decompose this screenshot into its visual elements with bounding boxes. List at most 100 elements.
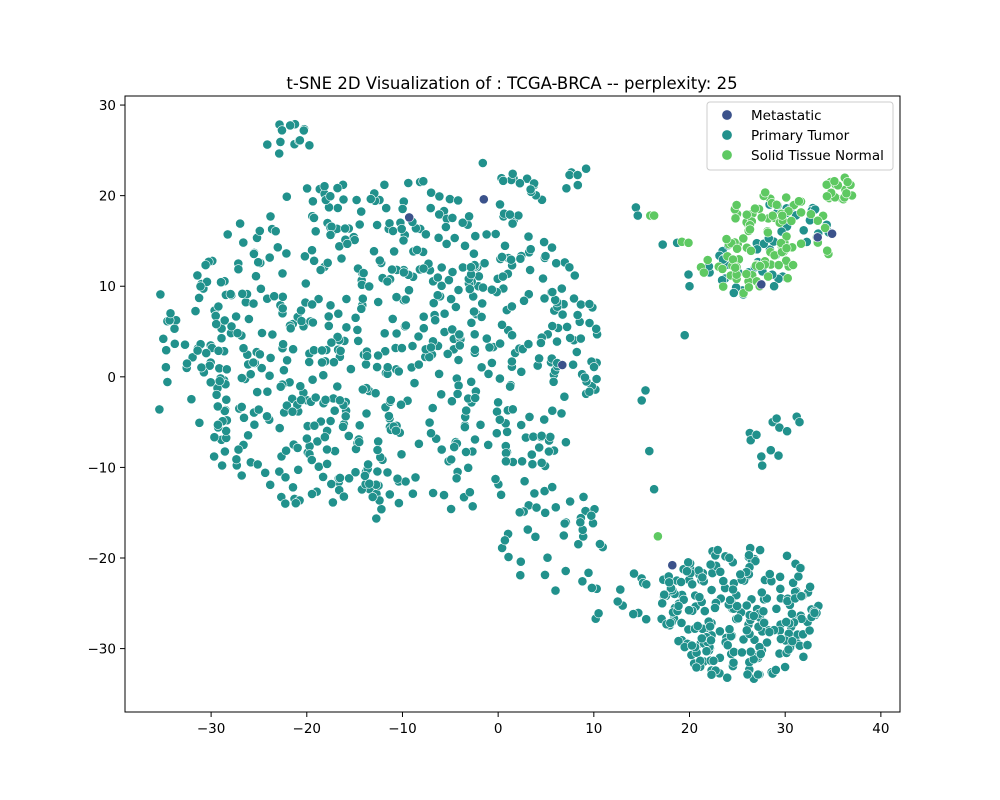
point-primary-tumor xyxy=(373,350,383,361)
point-primary-tumor xyxy=(453,355,464,365)
point-primary-tumor xyxy=(391,328,402,339)
point-primary-tumor xyxy=(476,362,487,373)
point-primary-tumor xyxy=(225,289,236,299)
point-primary-tumor xyxy=(450,302,461,312)
point-primary-tumor xyxy=(323,320,334,331)
point-primary-tumor xyxy=(313,461,324,472)
point-primary-tumor xyxy=(427,403,438,413)
point-primary-tumor xyxy=(515,570,526,581)
point-primary-tumor xyxy=(464,487,475,498)
point-primary-tumor xyxy=(506,356,517,367)
point-primary-tumor xyxy=(497,271,508,282)
point-primary-tumor xyxy=(332,381,343,392)
point-primary-tumor xyxy=(640,385,651,396)
point-primary-tumor xyxy=(641,579,652,590)
point-solid-tissue-normal xyxy=(730,262,741,273)
point-primary-tumor xyxy=(483,368,494,379)
point-primary-tumor xyxy=(400,320,411,331)
point-primary-tumor xyxy=(540,507,551,518)
point-primary-tumor xyxy=(573,539,584,550)
point-primary-tumor xyxy=(572,310,583,320)
point-solid-tissue-normal xyxy=(822,191,832,202)
point-primary-tumor xyxy=(257,328,267,338)
point-solid-tissue-normal xyxy=(796,238,806,249)
point-solid-tissue-normal xyxy=(773,260,784,270)
point-primary-tumor xyxy=(725,595,735,605)
point-primary-tumor xyxy=(505,381,515,392)
point-primary-tumor xyxy=(525,265,535,275)
point-primary-tumor xyxy=(338,194,349,205)
point-primary-tumor xyxy=(265,479,276,490)
point-primary-tumor xyxy=(165,308,176,319)
point-solid-tissue-normal xyxy=(777,210,788,221)
point-primary-tumor xyxy=(290,498,301,509)
point-primary-tumor xyxy=(775,583,786,594)
point-primary-tumor xyxy=(477,298,488,309)
point-primary-tumor xyxy=(309,420,320,431)
point-primary-tumor xyxy=(464,284,475,294)
point-primary-tumor xyxy=(381,203,392,213)
point-solid-tissue-normal xyxy=(788,260,798,270)
point-primary-tumor xyxy=(322,444,332,455)
point-primary-tumor xyxy=(506,254,516,265)
point-primary-tumor xyxy=(584,386,595,397)
point-primary-tumor xyxy=(396,343,407,353)
point-primary-tumor xyxy=(332,331,343,342)
point-solid-tissue-normal xyxy=(781,231,792,242)
point-solid-tissue-normal xyxy=(741,269,752,279)
point-primary-tumor xyxy=(226,321,237,332)
point-primary-tumor xyxy=(274,423,285,433)
point-primary-tumor xyxy=(684,605,694,616)
point-primary-tumor xyxy=(407,341,418,351)
legend-marker-solid-tissue-normal xyxy=(721,149,733,161)
point-primary-tumor xyxy=(495,199,505,210)
point-primary-tumor xyxy=(539,237,549,247)
point-primary-tumor xyxy=(523,339,534,349)
point-primary-tumor xyxy=(285,120,296,131)
point-primary-tumor xyxy=(728,584,738,595)
point-primary-tumor xyxy=(325,229,336,240)
point-primary-tumor xyxy=(756,587,767,598)
point-primary-tumor xyxy=(798,225,809,236)
point-primary-tumor xyxy=(361,408,372,419)
point-primary-tumor xyxy=(798,651,809,662)
point-primary-tumor xyxy=(158,333,169,344)
point-primary-tumor xyxy=(584,299,595,309)
point-primary-tumor xyxy=(214,376,225,386)
point-primary-tumor xyxy=(575,517,586,528)
point-primary-tumor xyxy=(186,394,197,405)
point-primary-tumor xyxy=(519,295,529,306)
point-primary-tumor xyxy=(684,281,695,292)
point-primary-tumor xyxy=(194,417,205,428)
point-primary-tumor xyxy=(715,626,725,637)
point-primary-tumor xyxy=(507,168,518,179)
point-primary-tumor xyxy=(219,315,230,326)
point-primary-tumor xyxy=(354,219,365,230)
point-primary-tumor xyxy=(764,569,775,579)
point-primary-tumor xyxy=(243,430,253,441)
point-primary-tumor xyxy=(211,389,222,400)
point-primary-tumor xyxy=(530,531,541,542)
point-primary-tumor xyxy=(780,662,790,672)
point-primary-tumor xyxy=(436,444,447,455)
point-primary-tumor xyxy=(595,539,605,549)
point-primary-tumor xyxy=(432,272,443,283)
point-primary-tumor xyxy=(569,293,579,304)
point-solid-tissue-normal xyxy=(717,263,728,274)
point-primary-tumor xyxy=(317,345,327,356)
point-metastatic xyxy=(478,194,489,205)
point-primary-tumor xyxy=(358,268,369,278)
point-primary-tumor xyxy=(425,203,436,213)
point-primary-tumor xyxy=(269,291,280,302)
point-primary-tumor xyxy=(285,323,296,334)
point-primary-tumor xyxy=(452,388,463,399)
point-primary-tumor xyxy=(325,300,336,311)
point-primary-tumor xyxy=(413,331,424,342)
point-primary-tumor xyxy=(467,501,478,512)
point-primary-tumor xyxy=(254,225,265,236)
point-primary-tumor xyxy=(657,598,668,609)
point-primary-tumor xyxy=(249,419,260,430)
point-solid-tissue-normal xyxy=(771,199,782,210)
x-tick-label: −20 xyxy=(293,721,322,737)
legend: Metastatic Primary Tumor Solid Tissue No… xyxy=(706,101,894,171)
